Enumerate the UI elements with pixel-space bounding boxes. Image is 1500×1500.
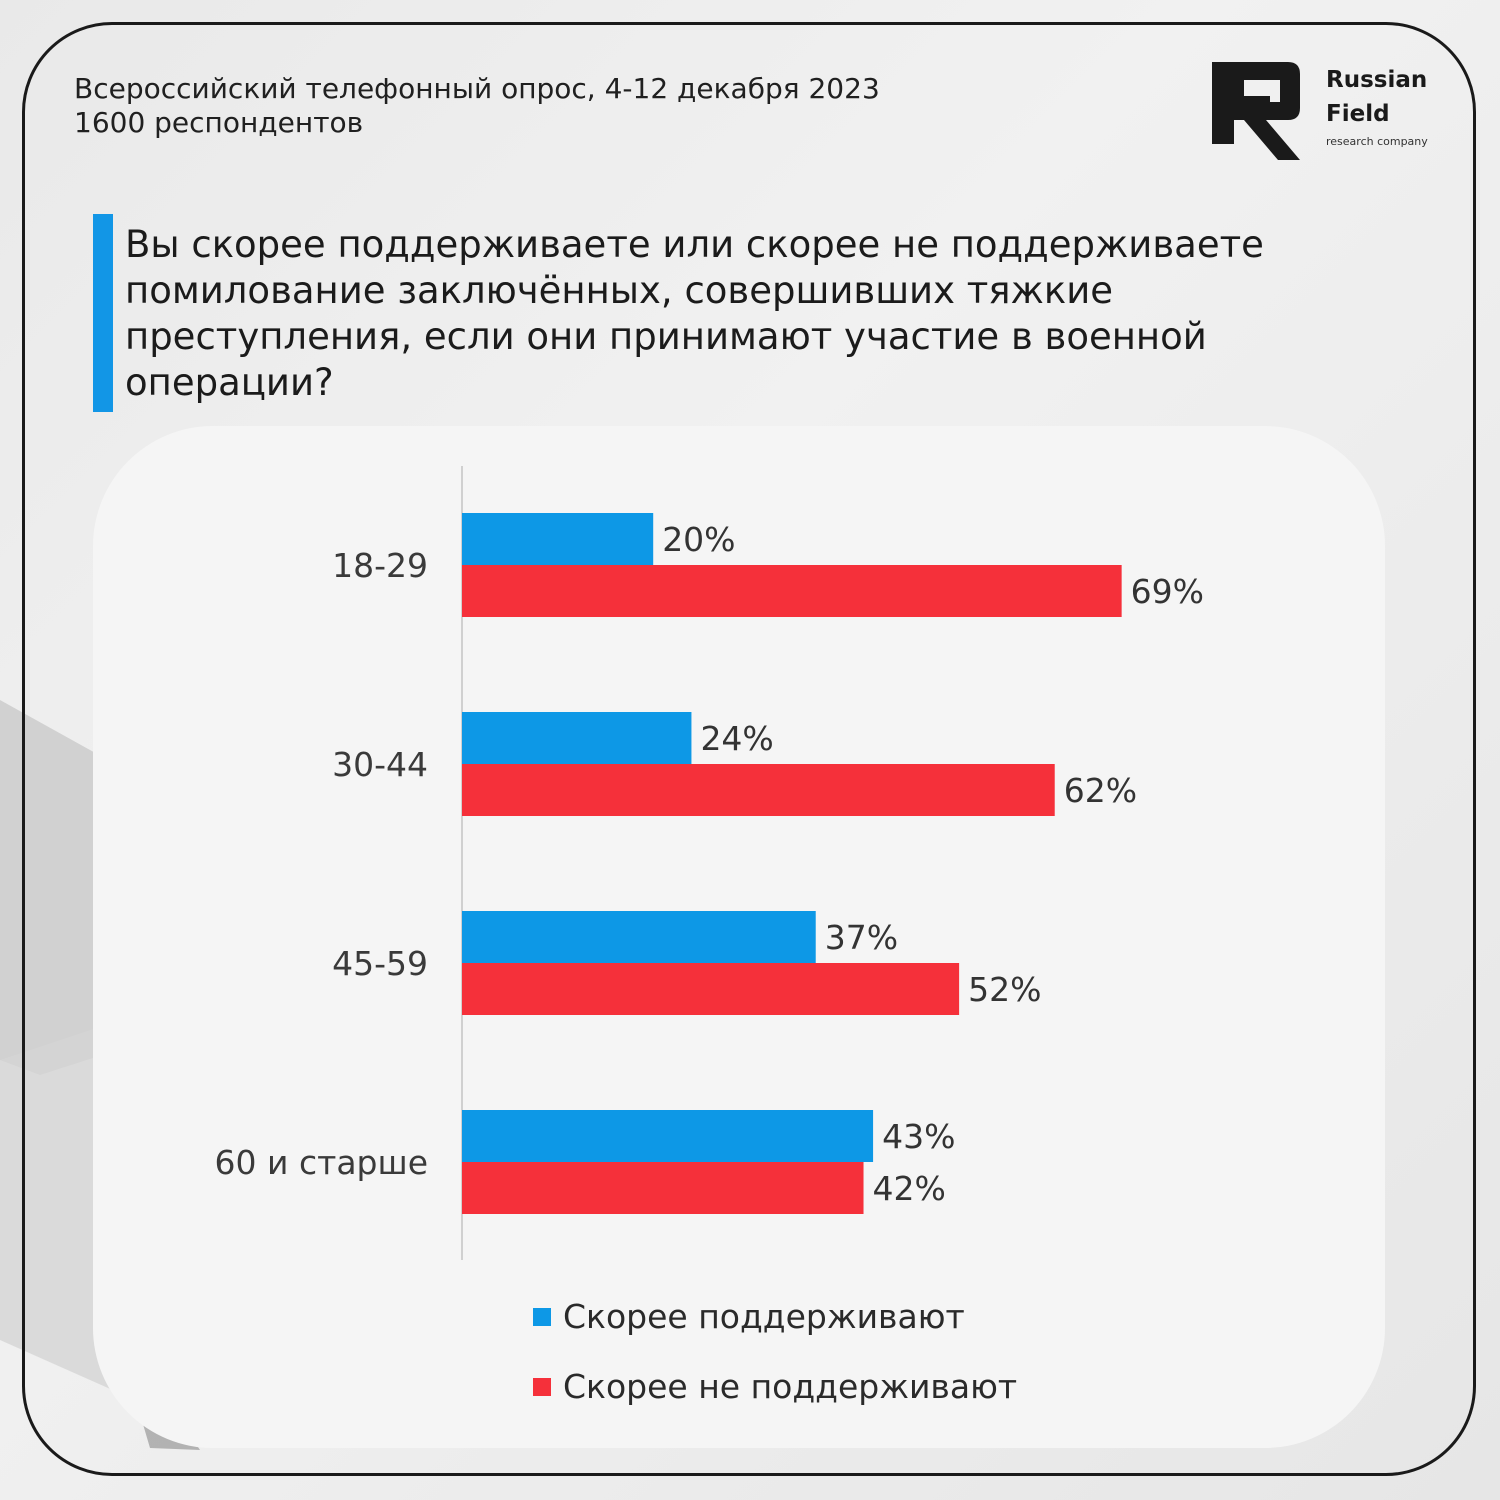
question-title: Вы скорее поддерживаете или скорее не по… xyxy=(125,223,1264,404)
data-label-oppose: 62% xyxy=(1064,771,1137,810)
legend-item-oppose: Скорее не поддерживают xyxy=(533,1367,1017,1406)
data-label-oppose: 69% xyxy=(1131,572,1204,611)
bar-support xyxy=(462,1110,874,1162)
legend-swatch-oppose xyxy=(533,1377,551,1396)
category-label: 30-44 xyxy=(332,745,428,784)
bar-support xyxy=(462,513,654,565)
russian-field-logo-icon xyxy=(1212,62,1300,160)
category-label: 45-59 xyxy=(332,944,428,983)
legend-item-support: Скорее поддерживают xyxy=(533,1297,965,1336)
category-label: 18-29 xyxy=(332,546,428,585)
data-label-oppose: 52% xyxy=(968,970,1041,1009)
logo-tagline: research company xyxy=(1326,135,1428,148)
card-frame xyxy=(22,22,1476,1476)
data-label-support: 24% xyxy=(700,719,773,758)
legend-label-support: Скорее поддерживают xyxy=(563,1297,965,1336)
logo-name-line1: Russian xyxy=(1326,67,1428,93)
bar-oppose xyxy=(462,1162,864,1214)
survey-info: Всероссийский телефонный опрос, 4-12 дек… xyxy=(74,72,880,105)
data-label-support: 20% xyxy=(662,520,735,559)
category-label: 60 и старше xyxy=(215,1143,428,1182)
bar-support xyxy=(462,712,692,764)
bar-support xyxy=(462,911,816,963)
data-label-support: 43% xyxy=(882,1117,955,1156)
data-label-oppose: 42% xyxy=(873,1169,946,1208)
bar-oppose xyxy=(462,764,1055,816)
bar-oppose xyxy=(462,963,960,1015)
respondents-count: 1600 респондентов xyxy=(74,106,364,139)
legend-swatch-support xyxy=(533,1307,551,1326)
data-label-support: 37% xyxy=(825,918,898,957)
bar-oppose xyxy=(462,565,1122,617)
question-accent-bar xyxy=(93,214,113,412)
legend-label-oppose: Скорее не поддерживают xyxy=(563,1367,1018,1406)
logo-name-line2: Field xyxy=(1326,101,1390,127)
